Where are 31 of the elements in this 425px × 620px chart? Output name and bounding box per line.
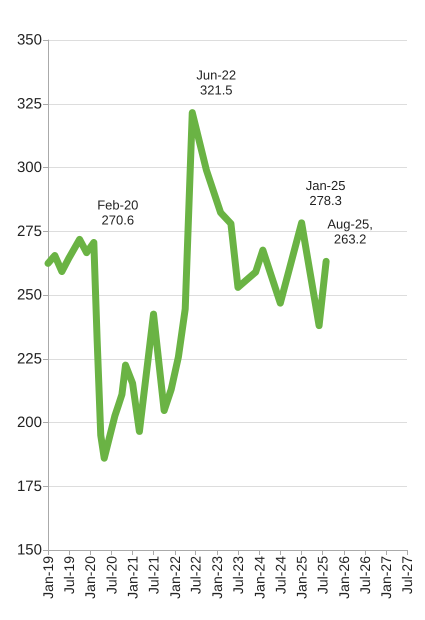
x-tick-label: Jan-21: [124, 556, 141, 599]
x-tick-label: Jul-23: [230, 556, 246, 594]
x-tick-label: Jan-27: [378, 556, 394, 599]
x-tick-label: Jul-22: [188, 556, 204, 594]
annotation: Feb-20 270.6: [97, 197, 138, 228]
x-tick-label: Jul-19: [60, 556, 77, 594]
x-tick-label: Jul-25: [314, 556, 331, 594]
y-tick-label: 200: [16, 414, 42, 431]
x-tick-label: Jul-24: [272, 556, 288, 594]
y-tick-label: 325: [16, 95, 42, 112]
annotation: Aug-25, 263.2: [327, 216, 373, 246]
y-tick-label: 150: [16, 542, 42, 558]
x-tick-label: Jul-27: [399, 556, 415, 594]
x-tick-label: Jan-26: [336, 556, 352, 599]
annotation: Jan-25 278.3: [306, 178, 346, 208]
x-tick-label: Jul-21: [146, 556, 162, 594]
x-tick-label: Jan-22: [166, 556, 183, 599]
annotation: Jun-22 321.5: [196, 68, 236, 98]
x-tick-label: Jul-20: [103, 556, 120, 594]
x-tick-label: Jan-24: [251, 556, 268, 599]
y-tick-label: 350: [16, 32, 42, 48]
y-tick-label: 300: [16, 159, 42, 176]
x-tick-label: Jan-19: [40, 556, 56, 599]
y-tick-label: 175: [16, 478, 42, 495]
y-tick-label: 275: [16, 222, 42, 240]
y-tick-label: 250: [16, 286, 42, 304]
x-tick-label: Jan-23: [209, 556, 226, 599]
x-tick-label: Jan-20: [82, 556, 98, 599]
y-tick-label: 225: [16, 350, 42, 368]
x-tick-label: Jan-25: [294, 556, 310, 599]
x-tick-label: Jul-26: [356, 556, 373, 594]
